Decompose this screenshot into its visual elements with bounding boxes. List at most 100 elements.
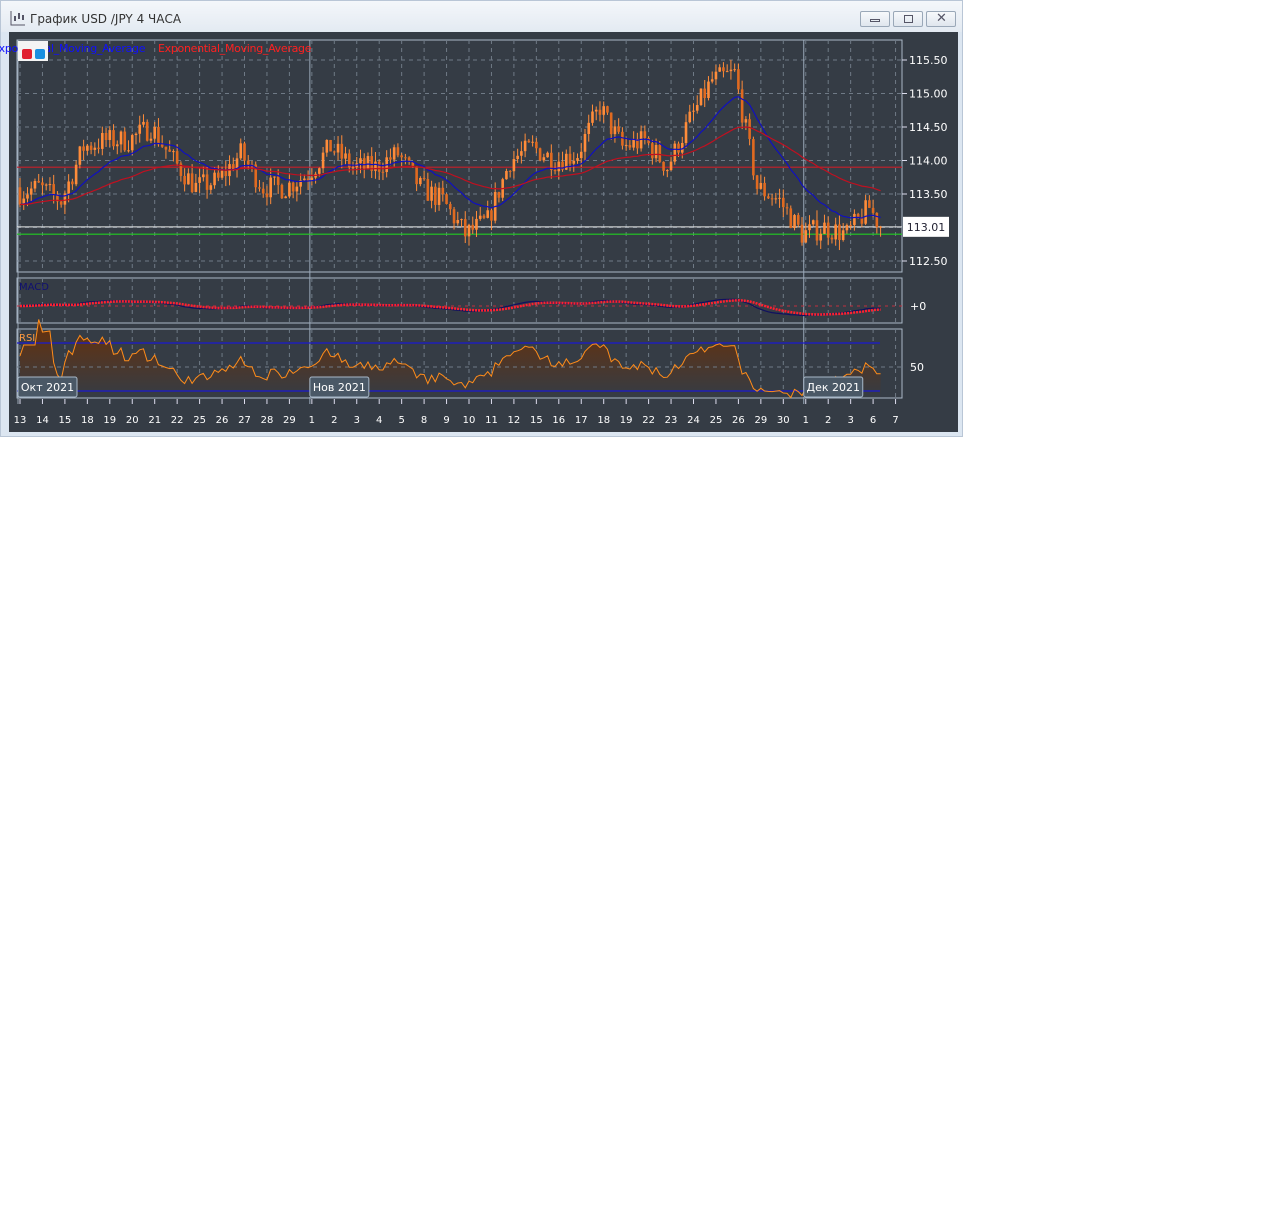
candle	[419, 177, 422, 185]
candle	[621, 131, 624, 146]
candle	[853, 213, 856, 226]
x-tick-label: 6	[870, 415, 876, 426]
candle	[725, 71, 729, 73]
minimize-button[interactable]	[860, 11, 890, 27]
candle	[475, 218, 478, 230]
legend-toggle[interactable]	[18, 41, 48, 61]
x-tick-label: 17	[575, 415, 588, 426]
candle	[362, 158, 366, 169]
candle	[819, 233, 823, 241]
candle	[722, 67, 725, 72]
rsi-line	[19, 319, 881, 399]
macd-line	[19, 298, 881, 317]
candle	[703, 88, 707, 99]
candle	[437, 187, 441, 205]
candle	[737, 69, 740, 90]
month-label: Окт 2021	[21, 381, 74, 394]
candle	[796, 215, 800, 225]
x-tick-label: 19	[103, 415, 116, 426]
candle	[400, 155, 403, 158]
candle	[662, 161, 665, 171]
blue-square-icon[interactable]	[35, 49, 45, 59]
x-tick-label: 21	[148, 415, 161, 426]
candle	[654, 145, 658, 159]
candle	[684, 122, 688, 143]
candle	[224, 170, 228, 177]
candle	[164, 146, 168, 150]
month-label: Нов 2021	[313, 381, 366, 394]
candle	[669, 161, 673, 171]
x-tick-label: 25	[193, 415, 206, 426]
candle	[321, 152, 325, 169]
candle	[220, 170, 224, 178]
candle	[243, 143, 246, 161]
candle	[568, 153, 572, 164]
candle	[838, 224, 841, 241]
x-tick-label: 27	[238, 415, 251, 426]
candle	[273, 176, 276, 178]
y-tick-label: 114.00	[909, 155, 948, 168]
candle	[37, 180, 41, 183]
candle	[209, 185, 213, 190]
candle	[516, 155, 519, 160]
current-price-label: 113.01	[907, 221, 946, 234]
candle	[759, 182, 763, 189]
candle	[445, 194, 448, 204]
rsi-area	[20, 319, 881, 398]
candle	[535, 141, 538, 149]
candle	[127, 150, 130, 152]
candle	[793, 215, 796, 228]
candle	[647, 138, 650, 144]
red-square-icon[interactable]	[22, 49, 32, 59]
main-panel-frame	[16, 39, 903, 273]
candle	[175, 151, 179, 164]
candle	[707, 81, 710, 99]
candle	[434, 186, 437, 205]
candle	[422, 177, 426, 180]
candle	[830, 237, 834, 240]
candle	[542, 157, 546, 161]
candle	[288, 182, 291, 197]
candle	[609, 112, 613, 135]
candle	[714, 71, 718, 80]
x-tick-label: 30	[777, 415, 790, 426]
rsi-panel-frame	[16, 328, 903, 399]
candle	[325, 139, 329, 153]
x-tick-label: 3	[354, 415, 360, 426]
restore-button[interactable]	[893, 11, 923, 27]
x-tick-label: 29	[754, 415, 767, 426]
candle	[153, 126, 156, 139]
candle	[594, 109, 598, 112]
candle	[123, 131, 127, 151]
candle	[643, 131, 647, 139]
candle	[310, 177, 314, 181]
candle	[306, 178, 310, 181]
candle	[280, 184, 284, 199]
window-title: График USD /JPY 4 ЧАСА	[30, 12, 182, 26]
candle	[456, 219, 460, 224]
candle	[845, 225, 849, 231]
candle	[261, 188, 265, 194]
candle	[93, 147, 97, 150]
candle	[22, 198, 26, 205]
chart-area[interactable]	[9, 32, 958, 432]
candle	[407, 157, 411, 162]
candle	[868, 200, 871, 208]
candle	[347, 153, 351, 168]
candle	[598, 109, 602, 115]
x-tick-label: 26	[216, 415, 229, 426]
candle	[782, 197, 785, 208]
price-chart[interactable]: 13 14 15 18 19 20 21 22 25 26 27 28 29 1 2 3 4 5 8 9 10 11 12 1…	[0, 0, 963, 437]
candle	[145, 121, 149, 141]
macd-signal-line	[20, 299, 881, 316]
candle	[591, 111, 594, 123]
candle	[755, 175, 759, 189]
close-button[interactable]: ✕	[926, 11, 956, 27]
candle	[695, 105, 699, 111]
x-tick-label: 25	[710, 415, 723, 426]
candle	[344, 153, 347, 159]
candle	[606, 106, 609, 113]
candle	[864, 200, 867, 224]
candle	[602, 106, 605, 115]
month-label: Дек 2021	[807, 381, 861, 394]
